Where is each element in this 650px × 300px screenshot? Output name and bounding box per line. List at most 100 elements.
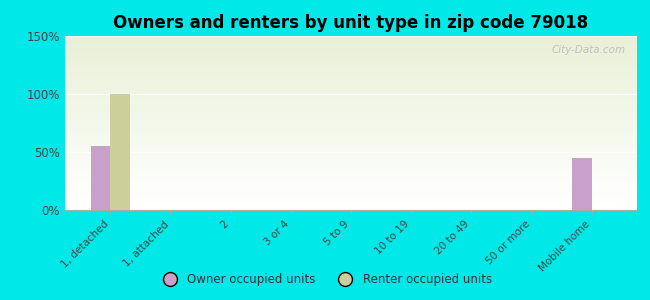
Bar [65, 58, 637, 60]
Bar [65, 81, 637, 83]
Bar [65, 123, 637, 125]
Bar [65, 149, 637, 151]
Bar [65, 175, 637, 177]
Bar [65, 62, 637, 64]
Bar [65, 76, 637, 78]
Bar [65, 191, 637, 193]
Bar [65, 119, 637, 121]
Bar [65, 140, 637, 142]
Bar [65, 208, 637, 210]
Bar [65, 184, 637, 186]
Bar [65, 189, 637, 191]
Bar [65, 163, 637, 165]
Bar [65, 139, 637, 140]
Bar [65, 106, 637, 107]
Bar [573, 158, 592, 210]
Bar [65, 154, 637, 156]
Bar [65, 167, 637, 168]
Bar [65, 48, 637, 50]
Bar [65, 144, 637, 146]
Bar [65, 69, 637, 71]
Bar [65, 52, 637, 53]
Bar [65, 50, 637, 52]
Bar [65, 114, 637, 116]
Bar [65, 53, 637, 55]
Title: Owners and renters by unit type in zip code 79018: Owners and renters by unit type in zip c… [114, 14, 588, 32]
Bar [65, 196, 637, 198]
Bar [65, 135, 637, 137]
Bar [65, 194, 637, 196]
Bar [65, 130, 637, 132]
Bar [65, 90, 637, 92]
Bar [65, 43, 637, 45]
Bar [65, 74, 637, 76]
Bar [65, 142, 637, 144]
Bar [65, 104, 637, 106]
Bar [65, 160, 637, 161]
Bar [65, 80, 637, 81]
Bar [65, 78, 637, 80]
Bar [65, 121, 637, 123]
Bar [65, 173, 637, 175]
Bar [65, 73, 637, 74]
Bar [65, 92, 637, 93]
Legend: Owner occupied units, Renter occupied units: Owner occupied units, Renter occupied un… [153, 269, 497, 291]
Bar [65, 67, 637, 69]
Bar [65, 66, 637, 67]
Bar [65, 137, 637, 139]
Bar [65, 45, 637, 46]
Bar [65, 107, 637, 109]
Bar [65, 38, 637, 40]
Bar [65, 201, 637, 203]
Bar [65, 180, 637, 182]
Bar [65, 158, 637, 160]
Bar [65, 186, 637, 188]
Bar [65, 128, 637, 130]
Bar [65, 198, 637, 200]
Bar [65, 41, 637, 43]
Bar [65, 55, 637, 57]
Bar [65, 95, 637, 97]
Bar [65, 116, 637, 118]
Bar [65, 188, 637, 189]
Bar [91, 146, 111, 210]
Bar [65, 93, 637, 95]
Bar [65, 203, 637, 205]
Bar [65, 112, 637, 114]
Bar [65, 127, 637, 128]
Bar [65, 60, 637, 62]
Bar [65, 153, 637, 154]
Bar [65, 86, 637, 88]
Bar [65, 161, 637, 163]
Bar [65, 99, 637, 100]
Bar [65, 102, 637, 104]
Bar [65, 165, 637, 167]
Bar [111, 94, 129, 210]
Bar [65, 83, 637, 85]
Bar [65, 71, 637, 73]
Bar [65, 57, 637, 58]
Bar [65, 125, 637, 127]
Bar [65, 193, 637, 194]
Bar [65, 170, 637, 172]
Bar [65, 177, 637, 179]
Bar [65, 151, 637, 153]
Bar [65, 88, 637, 90]
Bar [65, 46, 637, 48]
Bar [65, 100, 637, 102]
Bar [65, 134, 637, 135]
Bar [65, 64, 637, 66]
Bar [65, 182, 637, 184]
Text: City-Data.com: City-Data.com [551, 45, 625, 55]
Bar [65, 118, 637, 119]
Bar [65, 40, 637, 41]
Bar [65, 146, 637, 147]
Bar [65, 205, 637, 206]
Bar [65, 168, 637, 170]
Bar [65, 179, 637, 180]
Bar [65, 132, 637, 134]
Bar [65, 85, 637, 86]
Bar [65, 36, 637, 38]
Bar [65, 172, 637, 173]
Bar [65, 200, 637, 201]
